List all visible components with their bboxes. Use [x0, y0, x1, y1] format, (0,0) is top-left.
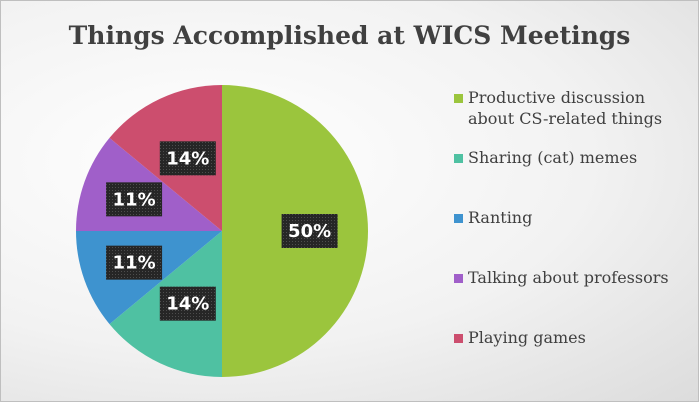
legend-label-3: Ranting [468, 208, 533, 227]
data-label-5: 14% [159, 141, 216, 176]
legend-label-4: Talking about professors [468, 268, 669, 287]
data-label-box-1 [281, 214, 338, 248]
data-label-text-4: 11% [113, 189, 156, 210]
data-label-text-3: 11% [113, 253, 156, 274]
legend-label-1: Productive discussion about CS-related t… [468, 88, 663, 128]
data-label-box-2 [159, 286, 216, 321]
legend-swatch-3 [454, 214, 463, 223]
data-label-text-1: 50% [288, 221, 331, 242]
legend-swatch-1 [454, 94, 463, 103]
data-label-box-3 [106, 245, 163, 280]
legend-swatch-4 [454, 274, 463, 283]
legend-swatch-5 [454, 334, 463, 343]
data-label-2: 14% [159, 286, 216, 321]
legend-swatch-2 [454, 154, 463, 163]
data-label-text-2: 14% [166, 294, 209, 315]
legend-label-2: Sharing (cat) memes [468, 148, 638, 167]
legend-label-5: Playing games [468, 328, 586, 347]
data-label-box-4 [106, 182, 163, 217]
data-label-1: 50% [281, 214, 338, 248]
data-label-3: 11% [106, 245, 163, 280]
chart-title: Things Accomplished at WICS Meetings [68, 21, 631, 50]
data-label-box-5 [159, 141, 216, 176]
data-label-4: 11% [106, 182, 163, 217]
data-label-text-5: 14% [166, 148, 209, 169]
